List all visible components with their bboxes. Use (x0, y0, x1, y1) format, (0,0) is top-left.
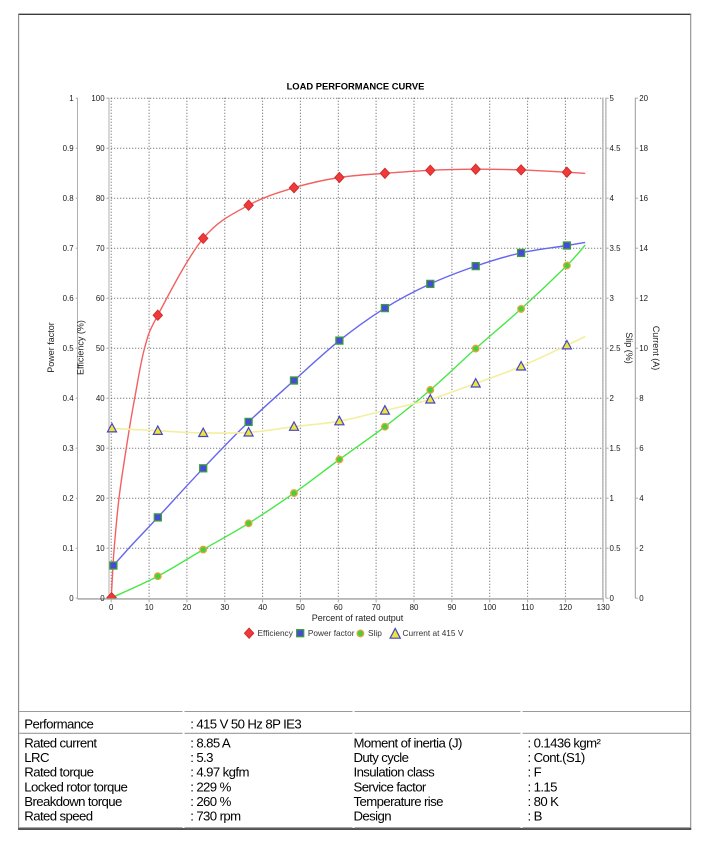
svg-text:: 260 %: : 260 % (190, 794, 231, 809)
svg-text:: F: : F (528, 765, 542, 780)
svg-text:10: 10 (145, 603, 154, 612)
svg-text:30: 30 (96, 444, 105, 453)
svg-text:0.3: 0.3 (63, 444, 75, 453)
svg-text:Breakdown torque: Breakdown torque (24, 794, 122, 809)
svg-text:50: 50 (96, 344, 105, 353)
svg-text:2.5: 2.5 (610, 344, 622, 353)
svg-text:: B: : B (528, 809, 543, 824)
svg-text:0.7: 0.7 (63, 244, 74, 253)
svg-text:: 5.3: : 5.3 (190, 750, 213, 765)
svg-text:5: 5 (610, 94, 615, 103)
svg-text:120: 120 (559, 603, 573, 612)
svg-text:14: 14 (639, 244, 648, 253)
svg-text:: 8.85 A: : 8.85 A (190, 736, 231, 751)
svg-text:: 1.15: : 1.15 (528, 780, 558, 795)
svg-text:3.5: 3.5 (610, 244, 622, 253)
svg-text:Temperature rise: Temperature rise (354, 794, 444, 809)
svg-text:Performance: Performance (24, 716, 93, 731)
svg-text:0.8: 0.8 (63, 194, 75, 203)
svg-text:30: 30 (220, 603, 229, 612)
svg-text:Percent of rated output: Percent of rated output (312, 613, 404, 623)
svg-text:Power factor: Power factor (308, 628, 355, 638)
svg-text:0.2: 0.2 (63, 494, 74, 503)
svg-text:1: 1 (610, 494, 614, 503)
svg-text:100: 100 (483, 603, 497, 612)
svg-text:2: 2 (610, 394, 614, 403)
svg-text:80: 80 (96, 194, 105, 203)
svg-text:16: 16 (639, 194, 648, 203)
svg-text:2: 2 (639, 544, 643, 553)
svg-text:Insulation class: Insulation class (354, 765, 436, 780)
svg-text:130: 130 (597, 603, 611, 612)
svg-text:4: 4 (610, 194, 615, 203)
svg-text:1: 1 (69, 94, 73, 103)
svg-text:Service factor: Service factor (354, 780, 427, 795)
svg-text:Design: Design (354, 809, 392, 824)
svg-text:: 229 %: : 229 % (190, 780, 231, 795)
svg-text:18: 18 (639, 144, 648, 153)
svg-text:20: 20 (639, 94, 648, 103)
svg-text:Duty cycle: Duty cycle (354, 750, 409, 765)
svg-text:0.4: 0.4 (63, 394, 75, 403)
svg-text:: 730 rpm: : 730 rpm (190, 809, 241, 824)
svg-text:20: 20 (183, 603, 192, 612)
svg-text:0: 0 (100, 594, 105, 603)
svg-text:LOAD PERFORMANCE CURVE: LOAD PERFORMANCE CURVE (287, 81, 425, 92)
svg-text:40: 40 (258, 603, 267, 612)
svg-text:6: 6 (639, 444, 644, 453)
svg-text:0.1: 0.1 (63, 544, 74, 553)
svg-text:Power factor: Power factor (46, 322, 56, 373)
svg-text:80: 80 (410, 603, 419, 612)
svg-text:Efficiency: Efficiency (258, 628, 294, 638)
svg-text:20: 20 (96, 494, 105, 503)
svg-text:0.5: 0.5 (63, 344, 75, 353)
svg-text:3: 3 (610, 294, 615, 303)
svg-text:70: 70 (96, 244, 105, 253)
svg-text:1.5: 1.5 (610, 444, 622, 453)
svg-text:: 80 K: : 80 K (528, 794, 560, 809)
svg-text:Slip (%): Slip (%) (624, 332, 634, 364)
svg-text:110: 110 (521, 603, 534, 612)
svg-text:60: 60 (334, 603, 343, 612)
svg-text:0.5: 0.5 (610, 544, 622, 553)
svg-text:0: 0 (610, 594, 615, 603)
svg-text:90: 90 (448, 603, 457, 612)
svg-text:10: 10 (96, 544, 105, 553)
svg-text:100: 100 (91, 94, 105, 103)
svg-text:: 4.97 kgfm: : 4.97 kgfm (190, 765, 249, 780)
svg-text:Efficiency (%): Efficiency (%) (75, 320, 85, 375)
svg-text:0.6: 0.6 (63, 294, 75, 303)
svg-text:0: 0 (109, 603, 114, 612)
svg-text:Rated speed: Rated speed (24, 809, 92, 824)
svg-text:90: 90 (96, 144, 105, 153)
svg-text:50: 50 (296, 603, 305, 612)
svg-text:0: 0 (69, 594, 74, 603)
svg-text:10: 10 (639, 344, 648, 353)
svg-text:Rated torque: Rated torque (24, 765, 93, 780)
svg-text:70: 70 (372, 603, 381, 612)
svg-text:4.5: 4.5 (610, 144, 622, 153)
svg-text:: Cont.(S1): : Cont.(S1) (528, 750, 585, 765)
svg-text:0.9: 0.9 (63, 144, 75, 153)
svg-text:Slip: Slip (368, 628, 382, 638)
svg-text:12: 12 (639, 294, 648, 303)
svg-text:40: 40 (96, 394, 105, 403)
svg-text:LRC: LRC (24, 750, 50, 765)
svg-text:Moment of inertia (J): Moment of inertia (J) (354, 736, 463, 751)
svg-text:: 0.1436 kgm²: : 0.1436 kgm² (528, 736, 602, 751)
svg-text:8: 8 (639, 394, 644, 403)
svg-text:Rated current: Rated current (24, 736, 97, 751)
svg-text:Current at 415 V: Current at 415 V (403, 628, 464, 638)
svg-text:Current (A): Current (A) (651, 326, 661, 371)
svg-text:: 415 V 50 Hz 8P IE3: : 415 V 50 Hz 8P IE3 (190, 716, 301, 731)
svg-text:60: 60 (96, 294, 105, 303)
svg-text:0: 0 (639, 594, 644, 603)
svg-text:Locked rotor torque: Locked rotor torque (24, 780, 127, 795)
svg-text:4: 4 (639, 494, 644, 503)
